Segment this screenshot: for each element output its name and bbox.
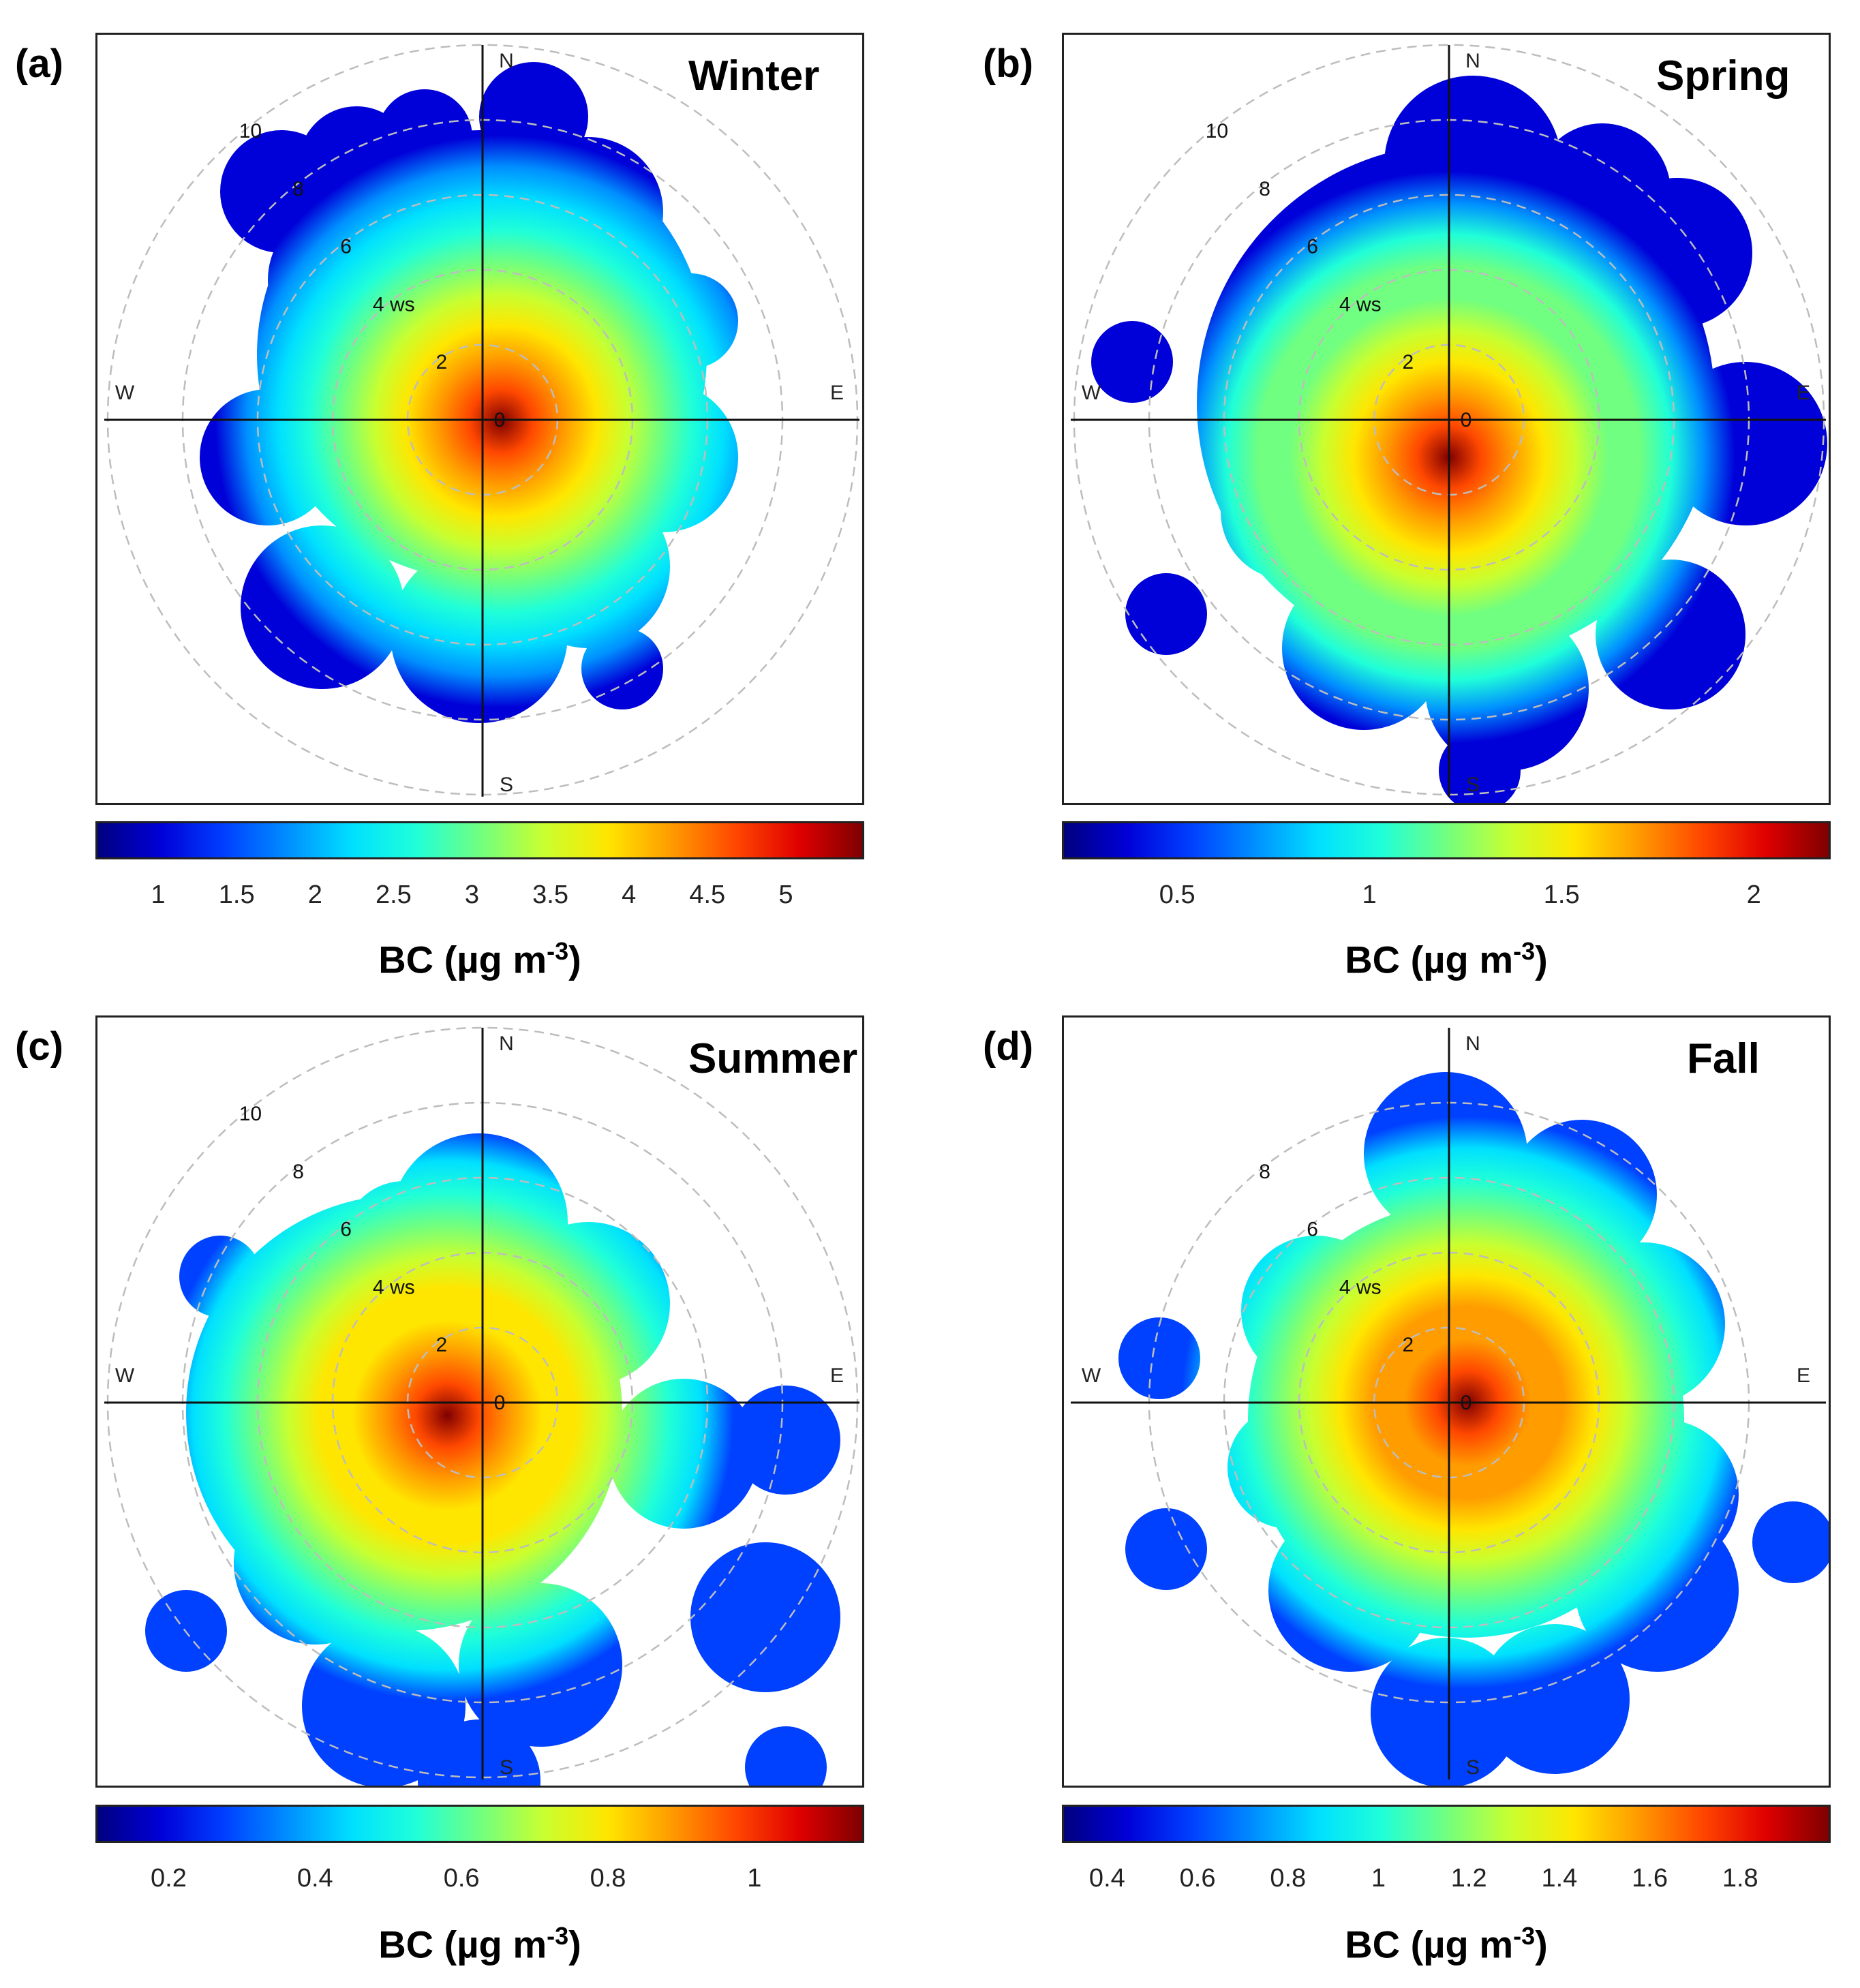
colorbar-tick-label: 0.4 xyxy=(296,1864,333,1893)
direction-E: E xyxy=(830,382,844,404)
direction-N: N xyxy=(499,1033,514,1055)
ring-label: 0 xyxy=(494,1392,506,1414)
direction-N: N xyxy=(1465,50,1480,72)
colorbar-tick-label: 0.2 xyxy=(151,1864,187,1893)
colorbar-tick-label: 1.4 xyxy=(1541,1864,1578,1893)
direction-S: S xyxy=(1466,1756,1480,1779)
panel-label: (a) xyxy=(15,42,63,86)
panel-label: (d) xyxy=(983,1024,1034,1069)
direction-S: S xyxy=(1466,774,1480,796)
colorbar xyxy=(95,1805,864,1843)
ring-label: 2 xyxy=(436,1334,448,1356)
colorbar-tick-label: 4.5 xyxy=(689,881,726,909)
polar-plot-svg: N S W E 0 2 4 ws 6 8 xyxy=(1071,1028,1829,1786)
colorbar-tick-label: 1 xyxy=(747,1864,762,1893)
colorbar-tick-label: 2.5 xyxy=(375,881,412,909)
colorbar-tick-label: 0.8 xyxy=(590,1864,626,1893)
colorbar-tick-label: 1 xyxy=(1371,1864,1386,1893)
colorbar-tick-label: 1 xyxy=(151,881,166,909)
direction-E: E xyxy=(1797,1364,1810,1387)
direction-N: N xyxy=(1465,1033,1480,1055)
polar-plot-frame: N S W E 0 2 4 ws 6 8 10 xyxy=(95,1015,864,1788)
panel-label: (c) xyxy=(15,1024,63,1069)
ring-label: 10 xyxy=(239,1103,262,1125)
colorbar-tick-label: 0.6 xyxy=(443,1864,480,1893)
ring-label: 0 xyxy=(494,409,506,431)
ring-label: 6 xyxy=(1307,1219,1318,1241)
ring-label: 6 xyxy=(1307,236,1318,258)
colorbar xyxy=(1062,821,1831,859)
colorbar-title: BC (µg m-3) xyxy=(1345,937,1548,981)
colorbar-tick-label: 1 xyxy=(1362,881,1377,909)
colorbar-tick-label: 5 xyxy=(778,881,793,909)
colorbar-tick-label: 1.5 xyxy=(1543,881,1580,909)
season-title: Fall xyxy=(1687,1035,1760,1082)
colorbar-tick-label: 2 xyxy=(1746,881,1761,909)
colorbar-tick-label: 0.4 xyxy=(1088,1864,1125,1893)
direction-W: W xyxy=(115,1364,135,1387)
colorbar-title: BC (µg m-3) xyxy=(378,937,581,981)
direction-W: W xyxy=(1082,382,1101,404)
direction-S: S xyxy=(500,774,513,796)
colorbar xyxy=(1062,1805,1831,1843)
colorbar-tick-label: 1.6 xyxy=(1632,1864,1668,1893)
season-title: Summer xyxy=(688,1035,858,1082)
colorbar-tick-label: 3 xyxy=(464,881,480,909)
colorbar-tick-label: 2 xyxy=(307,881,322,909)
colorbar-ticks: 0.2 0.4 0.6 0.8 1 xyxy=(95,1864,864,1898)
polar-plot-frame: N S W E 0 2 4 ws 6 8 xyxy=(1062,1015,1831,1788)
colorbar-tick-label: 0.6 xyxy=(1179,1864,1216,1893)
ring-label: 4 ws xyxy=(1339,293,1382,316)
polar-plot-svg: N S W E 0 2 4 ws 6 8 10 xyxy=(104,44,859,797)
ring-label: 10 xyxy=(1206,120,1228,142)
ring-label: 2 xyxy=(1403,1334,1414,1356)
direction-W: W xyxy=(115,382,135,404)
polar-plot-svg: N S W E 0 2 4 ws 6 8 10 xyxy=(1071,44,1827,803)
colorbar-tick-label: 0.8 xyxy=(1270,1864,1307,1893)
ring-label: 8 xyxy=(292,1161,304,1183)
polar-plot-frame: N S W E 0 2 4 ws 6 8 10 xyxy=(1062,33,1831,805)
ring-label: 6 xyxy=(340,236,352,258)
ring-label: 10 xyxy=(239,120,262,142)
ring-label: 6 xyxy=(340,1219,352,1241)
direction-W: W xyxy=(1082,1364,1101,1387)
direction-E: E xyxy=(830,1364,844,1387)
colorbar-tick-label: 0.5 xyxy=(1159,881,1195,909)
ring-label: 8 xyxy=(292,178,304,200)
polar-plot-svg: N S W E 0 2 4 ws 6 8 10 xyxy=(104,1026,859,1786)
season-title: Winter xyxy=(688,52,820,100)
season-title: Spring xyxy=(1656,52,1790,100)
colorbar xyxy=(95,821,864,859)
direction-S: S xyxy=(500,1756,513,1779)
ring-label: 8 xyxy=(1259,178,1270,200)
colorbar-tick-label: 1.8 xyxy=(1722,1864,1758,1893)
colorbar-ticks: 0.4 0.6 0.8 1 1.2 1.4 1.6 1.8 xyxy=(1062,1864,1831,1898)
colorbar-title: BC (µg m-3) xyxy=(378,1922,581,1966)
direction-E: E xyxy=(1797,382,1810,404)
ring-label: 2 xyxy=(436,351,448,373)
colorbar-ticks: 1 1.5 2 2.5 3 3.5 4 4.5 5 xyxy=(95,881,864,915)
heat-surface xyxy=(200,62,738,723)
ring-label: 4 ws xyxy=(373,1276,415,1298)
colorbar-tick-label: 3.5 xyxy=(532,881,568,909)
colorbar-tick-label: 1.2 xyxy=(1450,1864,1487,1893)
polar-plot-frame: N S W E 0 2 4 ws 6 8 10 xyxy=(95,33,864,805)
direction-N: N xyxy=(499,50,514,72)
ring-label: 0 xyxy=(1461,409,1472,431)
ring-label: 0 xyxy=(1461,1392,1472,1414)
ring-label: 4 ws xyxy=(1339,1276,1382,1298)
ring-label: 8 xyxy=(1259,1161,1270,1183)
colorbar-title: BC (µg m-3) xyxy=(1345,1922,1548,1966)
colorbar-tick-label: 4 xyxy=(622,881,637,909)
panel-label: (b) xyxy=(983,42,1034,86)
ring-label: 2 xyxy=(1403,351,1414,373)
colorbar-ticks: 0.5 1 1.5 2 xyxy=(1062,881,1831,915)
colorbar-tick-label: 1.5 xyxy=(218,881,255,909)
ring-label: 4 ws xyxy=(373,293,415,316)
